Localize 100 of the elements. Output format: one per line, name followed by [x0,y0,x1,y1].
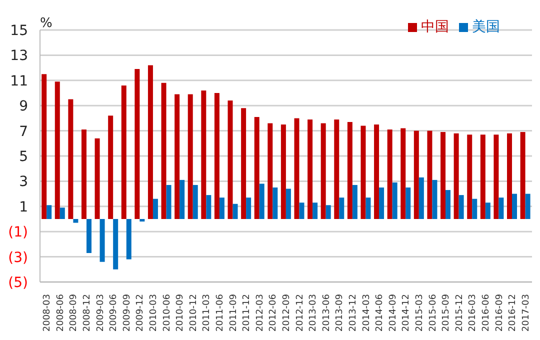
bar [387,130,392,219]
y-tick-label: 15 [10,23,28,39]
bar [68,99,74,219]
bar [480,134,486,219]
bar [320,123,326,219]
bar [512,194,517,219]
legend-label: 中国 [421,19,449,35]
x-tick-label: 2010-12 [188,294,199,332]
bar [126,219,132,260]
x-tick-label: 2010-09 [176,294,186,332]
x-tick-label: 2016-03 [468,294,478,332]
bar [121,85,126,219]
bar [366,198,371,219]
x-tick-label: 2010-06 [162,294,172,332]
x-tick-label: 2013-09 [335,294,346,332]
x-tick-label: 2014-09 [388,294,398,332]
bar [272,188,278,219]
bar [94,138,100,219]
y-tick-label: 9 [19,98,28,115]
y-tick-label: (5) [8,275,28,291]
bar [73,219,78,223]
y-tick-label: 1 [19,199,28,216]
x-tick-label: 2011-09 [228,294,239,332]
bar [113,219,118,270]
bar [400,128,406,219]
bar [427,130,432,219]
x-tick-label: 2010-03 [149,294,160,332]
x-tick-label: 2014-03 [362,294,372,332]
bar [148,65,153,219]
bar [259,184,264,219]
bar [46,205,52,219]
bar [166,184,172,219]
x-tick-label: 2009-09 [122,294,132,332]
bar [246,198,252,219]
x-tick-label: 2011-12 [242,294,252,332]
bar [374,124,380,219]
x-tick-label: 2013-06 [322,294,332,332]
x-tick-label: 2009-03 [96,294,106,332]
bar [339,198,344,219]
bar [241,108,246,219]
x-tick-label: 2015-09 [442,294,452,332]
bar [60,208,65,219]
bar [360,126,366,219]
x-tick-label: 2008-06 [56,294,66,332]
bar [520,132,526,219]
bar [100,219,105,262]
bar [140,219,145,222]
bar [54,82,60,219]
x-tick-label: 2013-03 [308,294,319,332]
bar [268,123,273,219]
bar [219,198,224,219]
x-tick-label: 2012-03 [255,294,266,332]
bar [108,116,114,219]
y-tick-label: (3) [8,250,28,266]
bar [161,82,166,219]
bar [42,74,47,219]
bar [446,190,451,219]
x-tick-label: 2016-06 [481,294,492,332]
x-tick-label: 2015-03 [414,294,425,332]
x-tick-label: 2008-09 [69,294,80,332]
bar [174,94,180,219]
bar [206,195,212,219]
x-tick-label: 2012-09 [282,294,292,332]
bar [414,130,419,219]
bar [228,100,233,219]
x-tick-label: 2014-06 [375,294,386,332]
bar [454,133,459,219]
x-tick-label: 2012-06 [268,294,279,332]
bar [308,119,313,219]
y-tick-label: 11 [10,73,28,90]
bar [392,182,398,219]
x-tick-label: 2017-03 [521,294,532,332]
x-tick-label: 2009-12 [136,294,146,332]
bar [334,119,340,219]
y-tick-label: 13 [10,48,28,64]
bar [440,132,446,219]
bar [294,118,300,219]
y-tick-label: 3 [19,174,28,190]
bar [472,198,478,219]
x-tick-label: 2011-03 [202,294,212,332]
y-tick-label: 7 [19,124,28,140]
bar [188,94,193,219]
y-tick-label: 5 [19,149,28,165]
x-tick-label: 2011-06 [216,294,226,332]
bar [254,116,260,219]
bar [507,133,512,219]
bar [406,188,411,219]
bar [326,205,331,219]
bar [352,184,358,219]
bar [498,198,504,219]
bar [280,124,286,219]
bar [214,93,220,219]
bar [494,134,499,219]
bar [192,184,198,219]
x-tick-label: 2009-06 [109,294,120,332]
bar [312,202,318,219]
x-tick-label: 2015-06 [428,294,438,332]
bar [485,202,490,219]
bar [81,130,86,219]
bar [180,180,185,219]
